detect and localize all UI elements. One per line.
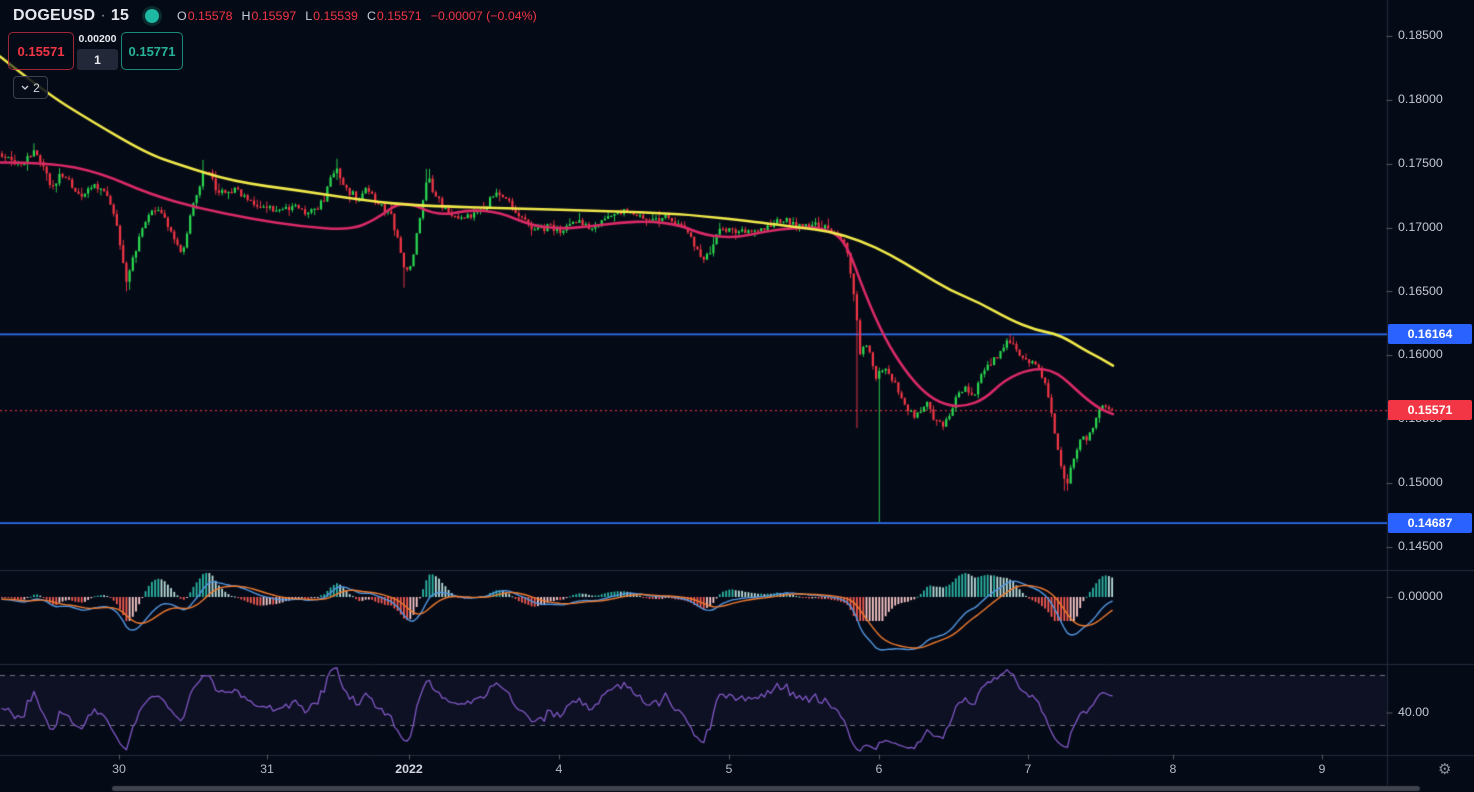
symbol-name: DOGEUSD [13,7,96,24]
gear-icon[interactable]: ⚙ [1438,761,1452,778]
price-axis-tick: 0.17500 [1398,155,1443,170]
symbol-title[interactable]: DOGEUSD · 15 [13,7,129,25]
rsi-level-tick: 40.00 [1398,704,1430,719]
price-change: −0.00007 (−0.04%) [430,9,537,23]
market-status-icon[interactable] [145,9,160,23]
ohlc-low: L0.15539 [305,9,358,23]
time-axis-label: 4 [555,762,563,776]
interval-value[interactable]: 15 [110,7,130,24]
chart-header: DOGEUSD · 15 O0.15578 H0.15597 L0.15539 … [13,7,537,25]
ohlc-high: H0.15597 [241,9,297,23]
buy-button[interactable]: 0.15771 [121,32,183,70]
ohlc-close: C0.15571 [366,9,422,23]
chevron-down-icon [21,85,29,90]
macd-zero-tick: 0.00000 [1398,589,1443,603]
price-axis-tick: 0.18500 [1398,28,1443,42]
price-axis-tick: 0.14500 [1398,539,1443,553]
time-axis-label: 8 [1169,762,1177,776]
price-axis-tick: 0.18000 [1398,91,1443,106]
title-separator: · [100,7,106,24]
spread-column: 0.00200 1 [77,32,118,70]
time-axis-label: 30 [112,762,126,776]
time-axis-label: 6 [875,762,883,776]
price-axis-tick: 0.17000 [1398,219,1443,234]
time-axis-label: 31 [260,762,274,776]
price-axis-tick: 0.16000 [1398,347,1443,362]
quantity-selector[interactable]: 1 [77,49,118,70]
time-axis-label: 2022 [395,762,423,776]
price-axis-tick: 0.16500 [1398,283,1443,298]
price-level-label: 0.16164 [1388,324,1472,345]
ohlc-readout: O0.15578 H0.15597 L0.15539 C0.15571 −0.0… [177,9,537,23]
time-axis-label: 5 [725,762,733,776]
time-axis-label: 9 [1318,762,1326,776]
object-tree-toggle-button[interactable]: 2 [13,76,48,99]
order-panel: 0.15571 0.00200 1 0.15771 [8,32,183,70]
price-level-label: 0.14687 [1388,513,1472,534]
time-axis-label: 7 [1024,762,1032,776]
price-axis-tick: 0.15000 [1398,475,1443,490]
tray-count: 2 [33,80,40,95]
last-price-label: 0.15571 [1388,400,1472,421]
ohlc-open: O0.15578 [177,9,233,23]
sell-button[interactable]: 0.15571 [8,32,74,70]
spread-value: 0.00200 [78,33,117,45]
